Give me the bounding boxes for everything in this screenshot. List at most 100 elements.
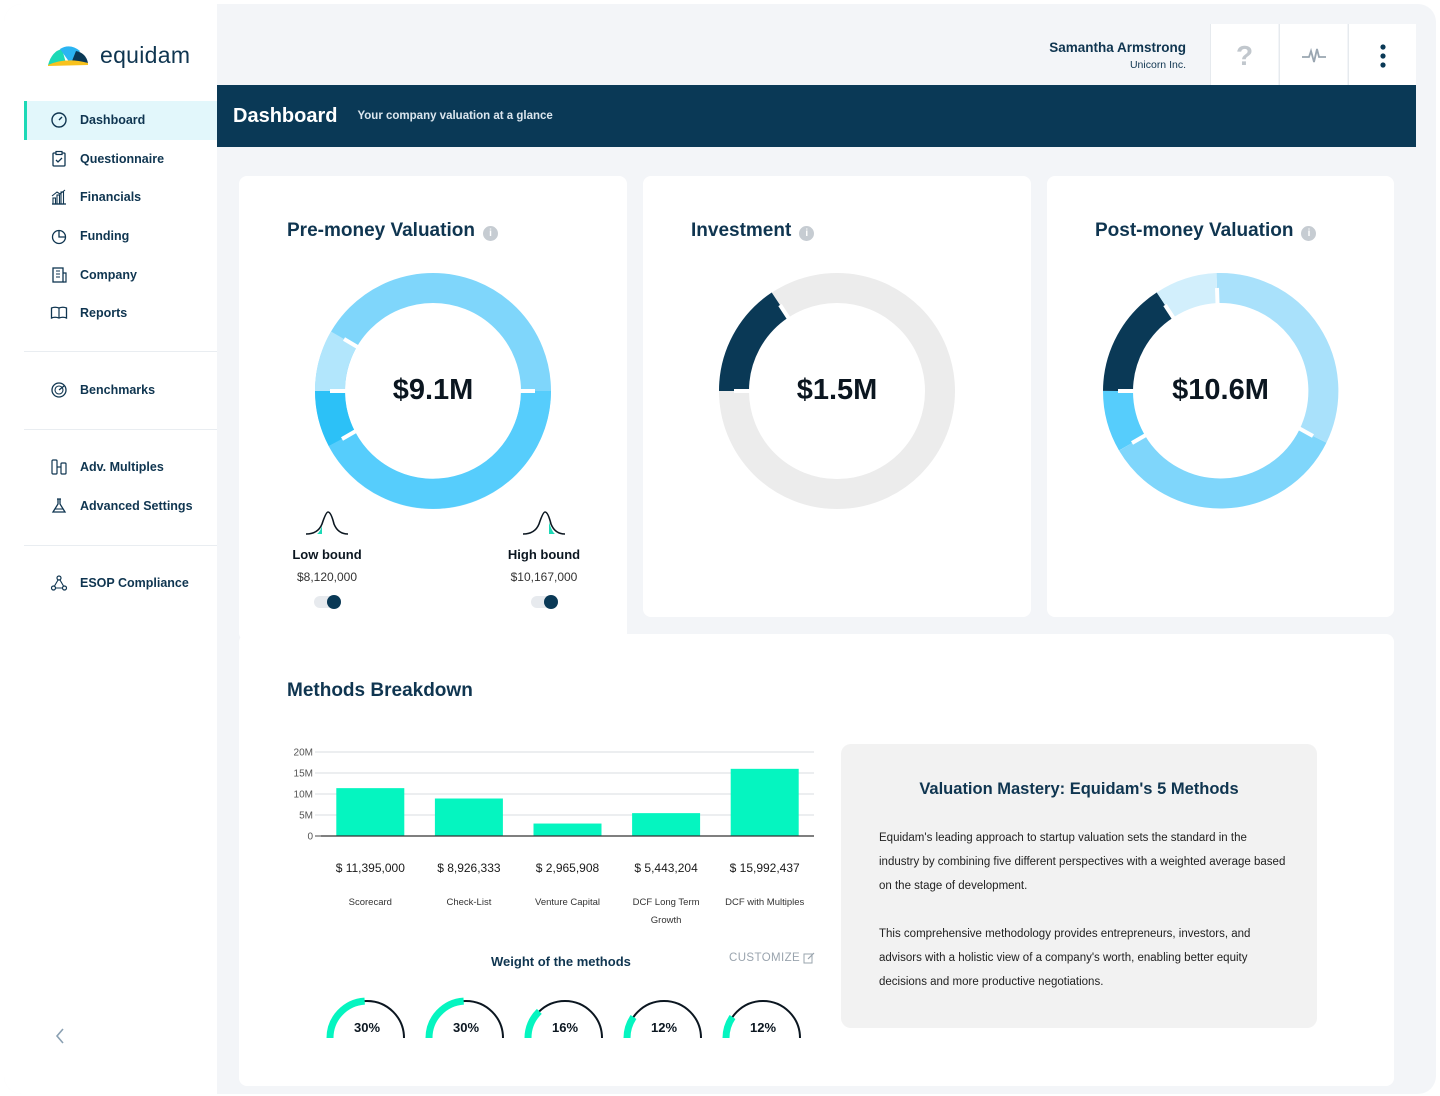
pie-icon [51,229,67,245]
nav-benchmarks: Benchmarks [24,371,217,410]
premoney-donut [314,273,551,509]
methods-bar-chart: 0 5M 10M 15M 20M [294,748,814,843]
customize-button[interactable]: CUSTOMIZE [729,952,815,964]
sidebar-item-questionnaire[interactable]: Questionnaire [24,140,217,179]
info-paragraph-1: Equidam's leading approach to startup va… [879,832,1286,892]
donut-gap [1163,303,1184,333]
gauge-fill [425,997,465,1039]
page-title: Dashboard [233,104,338,127]
info-icon[interactable]: i [482,225,498,241]
postmoney-value: $10.6M [1172,374,1269,406]
sidebar-item-reports[interactable]: Reports [24,294,217,333]
sidebar-item-label: ESOP Compliance [80,576,189,591]
investment-value: $1.5M [796,374,878,406]
gauge-arc [524,1000,603,1039]
weight-gauge[interactable]: 16% [523,996,607,1039]
low-bound-toggle[interactable] [314,595,341,609]
high-bound-toggle[interactable] [531,595,558,609]
app-window: equidam Dashboard Questionnaire Financia… [4,4,1436,1094]
donut-segment-investment [718,292,789,392]
info-icon[interactable]: i [1301,225,1317,241]
high-bound: High bound $10,167,000 [489,510,599,609]
donut-segment-lower [1119,429,1327,509]
weight-gauge[interactable]: 30% [325,996,409,1039]
bar[interactable] [632,813,701,836]
gauge-arc [722,1000,801,1039]
sidebar-item-company[interactable]: Company [24,255,217,294]
help-button[interactable]: ? [1210,24,1278,88]
gauge-percent: 12% [650,1020,678,1035]
bar-value-label: $ 5,443,204 [634,861,698,875]
donut-segment-pale [1156,273,1219,318]
donut-gap [341,422,369,441]
collapse-sidebar-icon[interactable] [52,1024,68,1048]
nav-divider [24,545,217,546]
sidebar: equidam Dashboard Questionnaire Financia… [4,4,217,1094]
postmoney-card: Post-money Valuation i $10.6M [1047,176,1394,617]
weights-title: Weight of the methods [491,954,631,969]
gauge-percent: 16% [551,1020,579,1035]
gauge-fill [722,1015,736,1039]
y-tick-label: 0 [307,832,313,843]
bar[interactable] [336,788,405,836]
premoney-card: Pre-money Valuation i $9.1M Low bound $8… [239,176,627,641]
info-paragraph-2: This comprehensive methodology provides … [879,928,1251,988]
people-network-icon [50,575,68,591]
kebab-menu-icon [1379,44,1386,68]
nav-divider [24,351,217,352]
card-title: Investment [691,220,792,241]
methods-info-panel: Valuation Mastery: Equidam's 5 Methods E… [841,744,1317,1028]
methods-card: Methods Breakdown 0 5M 10M 15M 20M $ 11,395,… [239,634,1394,1086]
info-icon[interactable]: i [799,225,815,241]
card-title: Pre-money Valuation [287,220,475,241]
bar-category-label: Scorecard [348,897,392,908]
bar-value-label: $ 11,395,000 [335,861,405,875]
bar[interactable] [533,823,602,836]
user-info[interactable]: Samantha Armstrong Unicorn Inc. [1049,40,1186,71]
gauge-percent: 30% [452,1020,480,1035]
donut-segment-left [315,390,356,447]
bar-category-label: DCF with Multiples [725,897,805,908]
more-menu-button[interactable] [1348,24,1416,88]
donut-gap [1215,287,1220,320]
bar-value-label: $ 2,965,908 [535,861,600,875]
gauge-arc [623,1000,702,1039]
gauge-percent: 12% [749,1020,777,1035]
gauge-arc [326,997,405,1039]
sidebar-item-benchmarks[interactable]: Benchmarks [24,371,217,410]
pulse-icon [1301,47,1326,63]
high-bound-label: High bound [507,547,581,562]
sidebar-item-label: Benchmarks [80,383,156,398]
premoney-value: $9.1M [392,374,474,406]
sidebar-item-esop-compliance[interactable]: ESOP Compliance [24,564,217,603]
weight-gauge[interactable]: 12% [721,996,805,1039]
activity-button[interactable] [1279,24,1347,88]
sidebar-item-funding[interactable]: Funding [24,217,217,256]
sidebar-item-label: Questionnaire [80,151,165,166]
donut-gap [1285,419,1314,438]
card-title: Post-money Valuation [1095,220,1294,241]
weight-gauge[interactable]: 12% [622,996,706,1039]
sidebar-item-dashboard[interactable]: Dashboard [24,101,217,140]
building-icon [52,267,67,283]
low-bound-value: $8,120,000 [296,570,358,584]
donut-gap [1131,426,1159,445]
gauge-percent: 30% [353,1020,381,1035]
sidebar-item-advanced-settings[interactable]: Advanced Settings [24,487,217,526]
gauge-fill [326,997,366,1039]
bar[interactable] [434,798,503,836]
book-icon [50,306,68,320]
page-header: Dashboard Your company valuation at a gl… [217,85,1416,147]
weight-gauge[interactable]: 30% [424,996,508,1039]
gauge-fill [524,1008,542,1039]
bar[interactable] [730,768,799,836]
chart-icon [51,190,66,206]
info-title: Valuation Mastery: Equidam's 5 Methods [919,780,1239,798]
methods-title: Methods Breakdown [287,680,473,701]
sidebar-item-financials[interactable]: Financials [24,178,217,217]
brand-logo[interactable]: equidam [46,42,190,69]
bar-value-label: $ 15,992,437 [729,861,800,875]
sidebar-item-adv-multiples[interactable]: Adv. Multiples [24,448,217,487]
nav-advanced: Adv. Multiples Advanced Settings [24,448,217,525]
y-tick-label: 5M [299,811,313,822]
